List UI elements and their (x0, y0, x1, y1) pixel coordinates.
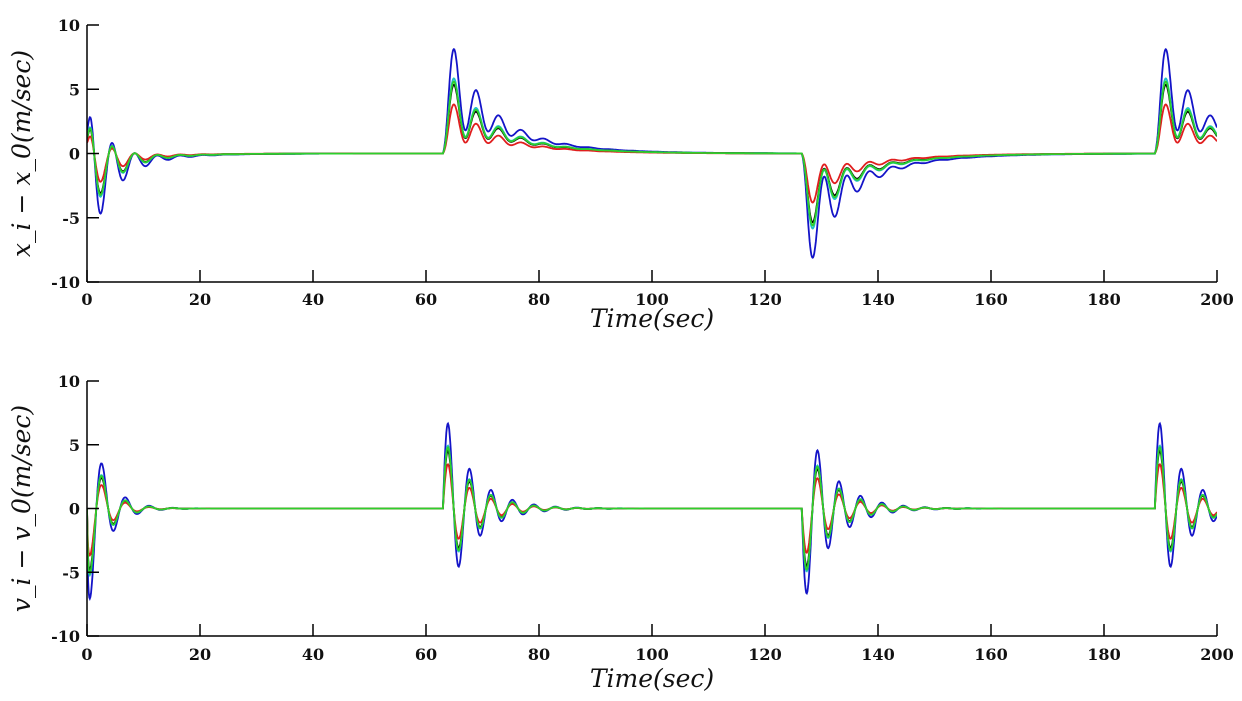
x-tick-label: 100 (635, 645, 668, 664)
series-line-agent-4 (87, 462, 1217, 557)
series-line-agent-1 (87, 421, 1217, 601)
x-axis-label: Time(sec) (590, 664, 714, 693)
x-axis-label: Time(sec) (590, 304, 714, 333)
x-tick-label: 0 (81, 645, 92, 664)
x-tick-label: 200 (1200, 645, 1233, 664)
y-tick-label: -10 (51, 273, 80, 292)
x-tick-label: 0 (81, 290, 92, 309)
y-tick-label: 5 (69, 80, 80, 99)
x-tick-label: 160 (974, 290, 1007, 309)
y-axis-label: x_i − x_0(m/sec) (7, 50, 36, 257)
y-tick-label: -10 (51, 627, 80, 646)
x-tick-label: 200 (1200, 290, 1233, 309)
series-line-agent-5 (87, 446, 1217, 576)
x-tick-label: 80 (528, 290, 550, 309)
y-tick-label: 10 (58, 16, 80, 35)
x-tick-label: 140 (861, 290, 894, 309)
x-tick-label: 40 (302, 645, 324, 664)
x-tick-label: 180 (1087, 645, 1120, 664)
x-tick-label: 160 (974, 645, 1007, 664)
x-tick-label: 60 (415, 290, 437, 309)
x-tick-label: 120 (748, 290, 781, 309)
y-tick-label: -5 (62, 209, 80, 228)
x-tick-label: 20 (189, 290, 211, 309)
y-tick-label: 0 (69, 500, 80, 519)
x-tick-label: 20 (189, 645, 211, 664)
series-line-agent-5 (87, 80, 1217, 227)
x-tick-label: 120 (748, 645, 781, 664)
x-tick-label: 180 (1087, 290, 1120, 309)
x-tick-label: 60 (415, 645, 437, 664)
series-line-agent-3 (87, 449, 1217, 572)
y-tick-label: 5 (69, 436, 80, 455)
y-axis-label: v_i − v_0(m/sec) (7, 405, 36, 612)
series-line-agent-2 (87, 444, 1217, 578)
x-tick-label: 40 (302, 290, 324, 309)
x-tick-label: 80 (528, 645, 550, 664)
y-tick-label: -5 (62, 563, 80, 582)
y-tick-label: 0 (69, 145, 80, 164)
y-tick-label: 10 (58, 372, 80, 391)
x-tick-label: 100 (635, 290, 668, 309)
x-tick-label: 140 (861, 645, 894, 664)
